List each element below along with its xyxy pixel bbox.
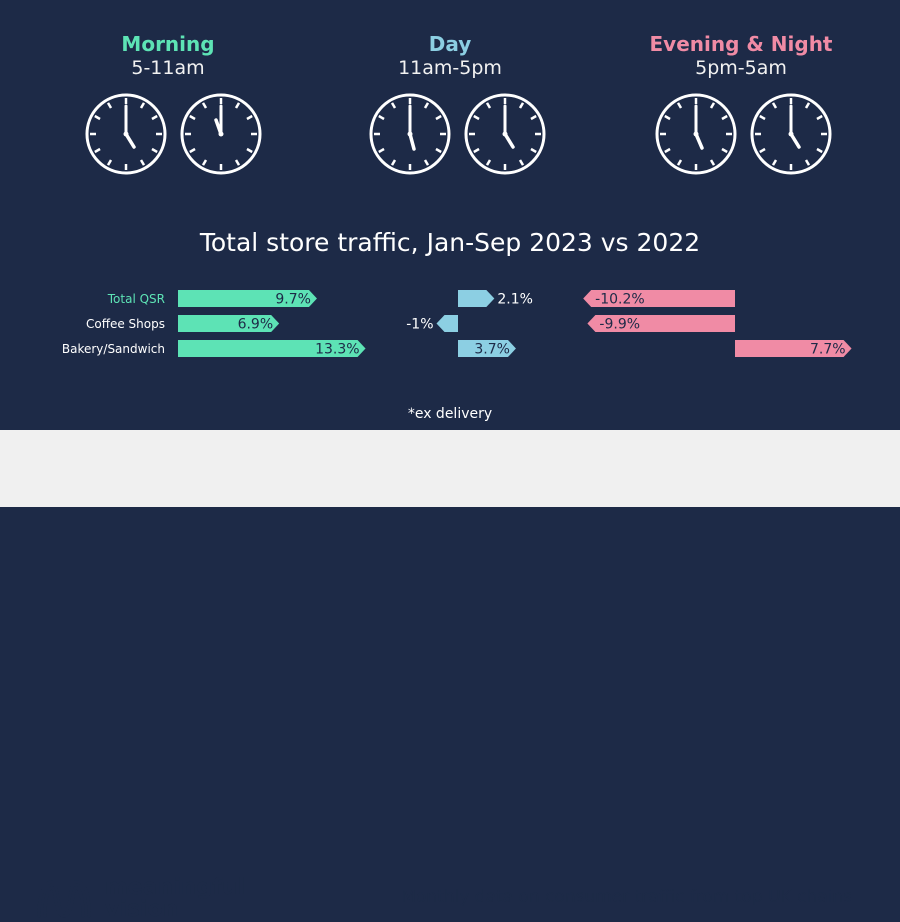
bar [735, 340, 852, 357]
brand[interactable]: meaningful vision [35, 877, 245, 921]
clock-tick [676, 159, 683, 166]
clock-tick [139, 159, 146, 166]
category-label: Bakery/Sandwich [62, 342, 165, 356]
evening-night-clocks [655, 93, 832, 175]
period-evening-night-range: 5pm-5am [695, 57, 787, 79]
bar-chart: Total QSR Coffee Shops Bakery/Sandwich 9.7%… [62, 290, 852, 358]
clock-tick [378, 114, 385, 121]
clock-tick [759, 147, 766, 154]
clock-tick [435, 147, 442, 154]
clock-tick [473, 114, 480, 121]
bar [583, 290, 735, 307]
clock-tick [804, 159, 811, 166]
data-label: 6.9% [238, 317, 274, 333]
clock-icon [750, 93, 832, 175]
clock-tick [771, 102, 778, 109]
period-morning-name: Morning [121, 32, 215, 56]
clock-tick [759, 114, 766, 121]
clock-icon [655, 93, 737, 175]
clock-tick [664, 147, 671, 154]
clock-tick [435, 114, 442, 121]
data-label: 9.7% [275, 292, 311, 308]
data-label: -10.2% [595, 292, 645, 308]
period-morning: Morning 5-11am [38, 32, 298, 79]
bar [458, 340, 516, 357]
clock-tick [234, 102, 241, 109]
clock-tick [201, 159, 208, 166]
clock-tick [246, 147, 253, 154]
bar [587, 315, 735, 332]
bar [458, 290, 495, 307]
clock-tick [189, 114, 196, 121]
header-panel: Morning 5-11am Day 11am-5pm [0, 0, 900, 430]
clock-tick [485, 102, 492, 109]
clock-tick [390, 159, 397, 166]
clock-tick [473, 147, 480, 154]
clock-tick [151, 147, 158, 154]
clock-tick [664, 114, 671, 121]
clock-tick [530, 114, 537, 121]
data-label: 3.7% [474, 342, 510, 358]
tagline: Monthly data on consumer traffic from to… [401, 887, 852, 907]
clock-tick [139, 102, 146, 109]
clock-tick [201, 102, 208, 109]
clock-tick [189, 147, 196, 154]
period-evening-night: Evening & Night 5pm-5am [611, 32, 871, 79]
clock-tick [106, 102, 113, 109]
morning-clocks [85, 93, 262, 175]
bar [178, 340, 366, 357]
meaningful-vision-logo-icon [37, 880, 91, 918]
category-label: Total QSR [107, 292, 165, 306]
clock-icon [464, 93, 546, 175]
data-label: 2.1% [497, 292, 533, 308]
bar [436, 315, 458, 332]
period-day-range: 11am-5pm [398, 57, 502, 79]
clock-tick [234, 159, 241, 166]
clock-icon [85, 93, 167, 175]
clock-tick [816, 147, 823, 154]
clock-tick [423, 159, 430, 166]
clock-tick [804, 102, 811, 109]
clock-tick [94, 147, 101, 154]
clock-icon [369, 93, 451, 175]
clock-tick [423, 102, 430, 109]
clock-icon [180, 93, 262, 175]
data-label: 7.7% [810, 342, 846, 358]
period-evening-night-name: Evening & Night [649, 32, 833, 56]
data-label: -9.9% [599, 317, 640, 333]
period-day: Day 11am-5pm [320, 32, 580, 79]
clock-tick [246, 114, 253, 121]
clock-tick [518, 159, 525, 166]
day-clocks [369, 93, 546, 175]
data-label: -1% [406, 317, 433, 333]
period-day-name: Day [428, 32, 472, 56]
period-morning-range: 5-11am [131, 57, 205, 79]
clock-tick [151, 114, 158, 121]
clock-tick [721, 114, 728, 121]
footnote: *ex delivery [407, 406, 493, 422]
brand-line-2: vision [105, 897, 179, 922]
brand-line-1: meaningful [105, 875, 246, 900]
clock-tick [485, 159, 492, 166]
clock-tick [378, 147, 385, 154]
footer: meaningful vision Monthly data on consum… [0, 430, 900, 921]
clock-tick [771, 159, 778, 166]
clock-tick [390, 102, 397, 109]
bar [178, 290, 317, 307]
data-label: 13.3% [315, 342, 359, 358]
category-label: Coffee Shops [86, 317, 165, 331]
clock-tick [530, 147, 537, 154]
brand-name: meaningful vision [105, 877, 245, 921]
clock-tick [518, 102, 525, 109]
bar [178, 315, 280, 332]
clock-tick [676, 102, 683, 109]
clock-tick [709, 102, 716, 109]
clock-tick [94, 114, 101, 121]
chart-title: Total store traffic, Jan-Sep 2023 vs 202… [199, 228, 701, 257]
clock-tick [721, 147, 728, 154]
clock-tick [816, 114, 823, 121]
clock-tick [106, 159, 113, 166]
clock-tick [709, 159, 716, 166]
